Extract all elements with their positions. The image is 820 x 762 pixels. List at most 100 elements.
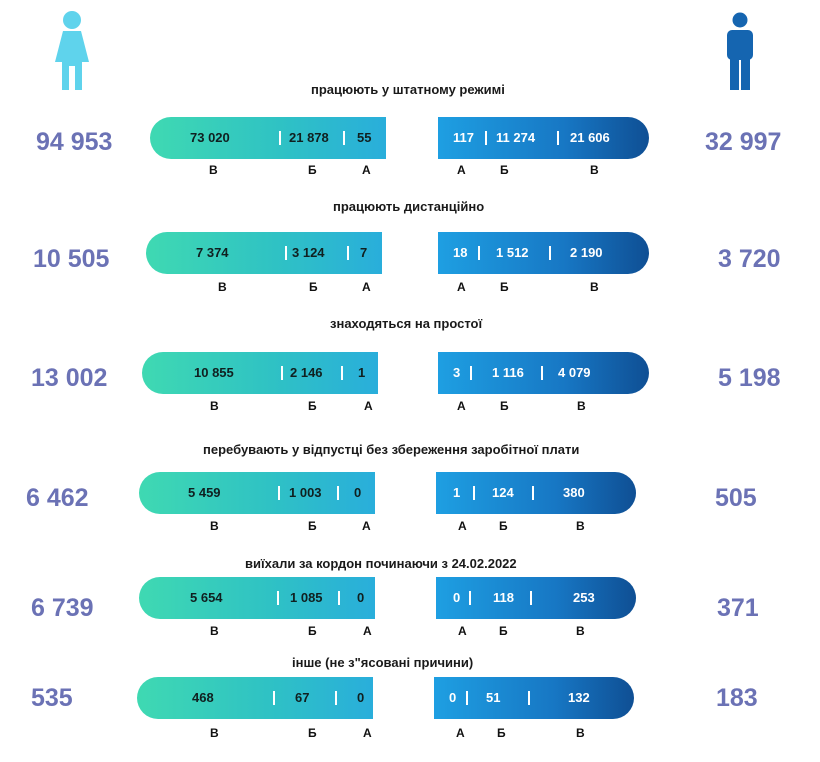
female-total: 6 739 xyxy=(31,594,94,622)
bar-separator xyxy=(273,691,275,705)
female-category-label: Б xyxy=(308,624,317,638)
male-value-0: 0 xyxy=(449,690,457,705)
male-value-1: 11 274 xyxy=(496,130,536,145)
female-value-2: 1 xyxy=(358,365,366,380)
row-title: інше (не з"ясовані причини) xyxy=(292,655,474,670)
female-category-label: В xyxy=(210,624,219,638)
male-value-2: 2 190 xyxy=(570,245,603,260)
male-value-0: 0 xyxy=(453,590,461,605)
male-value-0: 18 xyxy=(453,245,468,260)
male-value-1: 1 116 xyxy=(492,365,524,380)
female-value-2: 55 xyxy=(357,130,372,145)
female-category-label: Б xyxy=(308,519,317,533)
female-category-label: Б xyxy=(308,163,317,177)
male-category-label: А xyxy=(458,519,467,533)
bar-separator xyxy=(549,246,551,260)
female-value-0: 10 855 xyxy=(194,365,234,380)
bar-separator xyxy=(337,486,339,500)
male-value-1: 51 xyxy=(486,690,501,705)
female-total: 535 xyxy=(31,684,73,712)
bar-separator xyxy=(285,246,287,260)
female-category-label: А xyxy=(364,399,373,413)
female-bar: 5 459 1 003 0 xyxy=(139,472,375,514)
male-category-label: В xyxy=(590,280,599,294)
male-category-label: Б xyxy=(500,399,509,413)
male-value-1: 118 xyxy=(493,590,514,605)
male-value-0: 117 xyxy=(453,130,474,145)
female-category-label: В xyxy=(210,519,219,533)
male-total: 371 xyxy=(717,594,759,622)
bar-separator xyxy=(341,366,343,380)
male-category-label: Б xyxy=(499,519,508,533)
female-value-1: 67 xyxy=(295,690,310,705)
bar-separator xyxy=(557,131,559,145)
male-value-0: 3 xyxy=(453,365,461,380)
female-value-2: 0 xyxy=(357,690,365,705)
bar-separator xyxy=(485,131,487,145)
male-bar: 117 11 274 21 606 xyxy=(438,117,649,159)
male-category-label: А xyxy=(456,726,465,740)
female-category-label: В xyxy=(210,726,219,740)
bar-separator xyxy=(466,691,468,705)
row-title: працюють у штатному режимі xyxy=(311,82,505,97)
male-value-1: 124 xyxy=(492,485,514,500)
bar-separator xyxy=(478,246,480,260)
male-total: 3 720 xyxy=(718,245,781,273)
male-value-2: 4 079 xyxy=(558,365,591,380)
male-category-label: А xyxy=(457,399,466,413)
female-value-0: 7 374 xyxy=(196,245,229,260)
female-category-label: А xyxy=(363,624,372,638)
woman-icon xyxy=(55,11,89,90)
bar-separator xyxy=(343,131,345,145)
male-bar: 3 1 116 4 079 xyxy=(438,352,649,394)
male-value-2: 132 xyxy=(568,690,590,705)
bar-separator xyxy=(277,591,279,605)
bar-separator xyxy=(528,691,530,705)
female-category-label: А xyxy=(362,280,371,294)
female-value-0: 73 020 xyxy=(190,130,230,145)
female-bar: 73 020 21 878 55 xyxy=(150,117,386,159)
female-category-label: В xyxy=(218,280,227,294)
bar-separator xyxy=(338,591,340,605)
bar-separator xyxy=(532,486,534,500)
female-bar: 10 855 2 146 1 xyxy=(142,352,378,394)
bar-separator xyxy=(279,131,281,145)
male-bar: 18 1 512 2 190 xyxy=(438,232,649,274)
bar-separator xyxy=(530,591,532,605)
male-bar: 0 51 132 xyxy=(434,677,634,719)
male-value-2: 21 606 xyxy=(570,130,610,145)
female-value-1: 21 878 xyxy=(289,130,329,145)
male-category-label: Б xyxy=(497,726,506,740)
male-total: 183 xyxy=(716,684,758,712)
male-total: 32 997 xyxy=(705,128,782,156)
female-value-1: 1 003 xyxy=(289,485,322,500)
female-value-1: 2 146 xyxy=(290,365,323,380)
male-category-label: В xyxy=(590,163,599,177)
male-bar: 0 118 253 xyxy=(436,577,636,619)
female-bar: 7 374 3 124 7 xyxy=(146,232,382,274)
female-value-0: 5 654 xyxy=(190,590,223,605)
bar-separator xyxy=(470,366,472,380)
female-value-1: 1 085 xyxy=(290,590,323,605)
bar-separator xyxy=(469,591,471,605)
male-category-label: Б xyxy=(500,280,509,294)
female-category-label: В xyxy=(210,399,219,413)
male-category-label: В xyxy=(577,399,586,413)
row-title: перебувають у відпустці без збереження з… xyxy=(203,442,580,457)
female-total: 10 505 xyxy=(33,245,110,273)
male-category-label: В xyxy=(576,624,585,638)
female-category-label: Б xyxy=(308,399,317,413)
male-category-label: В xyxy=(576,519,585,533)
male-category-label: А xyxy=(457,163,466,177)
male-value-2: 380 xyxy=(563,485,585,500)
row-title: виїхали за кордон починаючи з 24.02.2022 xyxy=(245,556,517,571)
male-value-0: 1 xyxy=(453,485,461,500)
female-value-1: 3 124 xyxy=(292,245,325,260)
female-value-2: 0 xyxy=(354,485,362,500)
female-category-label: А xyxy=(362,163,371,177)
male-category-label: Б xyxy=(499,624,508,638)
male-total: 505 xyxy=(715,484,757,512)
male-category-label: В xyxy=(576,726,585,740)
female-category-label: Б xyxy=(308,726,317,740)
female-value-0: 468 xyxy=(192,690,214,705)
